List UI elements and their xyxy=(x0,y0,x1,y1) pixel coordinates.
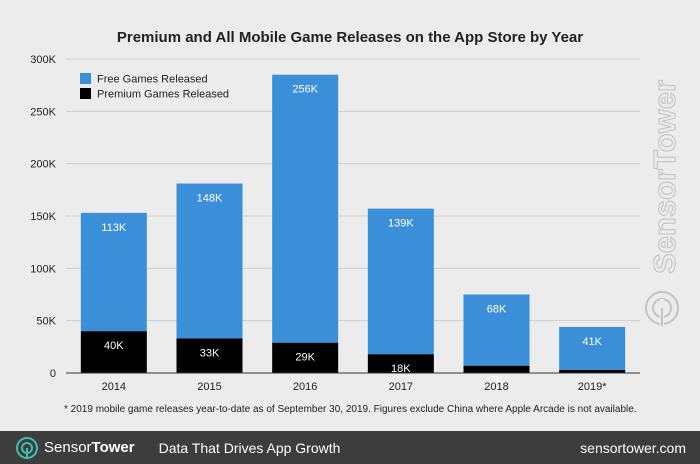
legend-swatch xyxy=(80,88,91,99)
bar-segment xyxy=(367,208,434,355)
bar-segment xyxy=(176,338,243,373)
x-tick-label: 2019* xyxy=(578,381,607,393)
y-tick-label: 300K xyxy=(30,54,56,66)
bar-data-label: 3K xyxy=(585,379,599,391)
footer-tagline: Data That Drives App Growth xyxy=(158,439,341,456)
bar-data-label: 41K xyxy=(582,336,602,348)
y-tick-label: 200K xyxy=(30,159,56,171)
footer-brand-bold: Tower xyxy=(91,439,135,456)
bar-data-label: 33K xyxy=(200,347,220,359)
chart-title: Premium and All Mobile Game Releases on … xyxy=(117,29,583,46)
x-tick-label: 2018 xyxy=(484,381,508,393)
bar-segment xyxy=(272,74,339,343)
x-axis: 2014 2015 2016 2017 2018 2019* xyxy=(66,372,640,393)
sensortower-logo-icon xyxy=(16,436,38,459)
bars: 40K 113K 33K 148K 29K 256K 18K 139K 7K 68K 3K 41K xyxy=(80,74,626,391)
x-tick-label: 2014 xyxy=(102,381,126,393)
bar-segment xyxy=(559,369,626,373)
bar-data-label: 40K xyxy=(104,340,124,352)
footnote: * 2019 mobile game releases year-to-date… xyxy=(64,404,637,415)
watermark-text: SensorTower xyxy=(647,80,682,274)
bar-data-label: 29K xyxy=(295,352,315,364)
bar-data-label: 18K xyxy=(391,363,411,375)
bar-segment xyxy=(80,331,147,373)
legend-label: Free Games Released xyxy=(97,74,208,86)
y-axis: 0 50K 100K 150K 200K 250K 300K xyxy=(30,54,56,380)
footer-bar: SensorTower Data That Drives App Growth … xyxy=(0,431,700,464)
bar-segment xyxy=(559,326,626,370)
bar-segment xyxy=(367,354,434,373)
bar-data-label: 148K xyxy=(197,193,223,205)
bar-data-label: 113K xyxy=(101,222,127,234)
bar-data-label: 68K xyxy=(487,304,507,316)
x-tick-label: 2016 xyxy=(293,381,317,393)
footer-logo: SensorTower xyxy=(16,436,135,459)
bar-segment xyxy=(463,365,530,373)
bar-segment xyxy=(80,212,147,332)
y-tick-label: 100K xyxy=(30,263,56,275)
x-tick-label: 2015 xyxy=(197,381,221,393)
bar-segment xyxy=(463,294,530,366)
sensortower-watermark-icon: SensorTower xyxy=(645,79,683,326)
legend-swatch xyxy=(80,73,91,84)
footer-brand-light: Sensor xyxy=(44,439,92,456)
footer-site-link[interactable]: sensortower.com xyxy=(580,439,686,456)
footer-brand: SensorTower xyxy=(44,439,135,456)
legend: Free Games Released Premium Games Release… xyxy=(80,73,229,101)
bar-data-label: 7K xyxy=(490,375,504,387)
bar-segment xyxy=(272,342,339,373)
bar-data-label: 256K xyxy=(292,84,318,96)
y-tick-label: 250K xyxy=(30,106,56,118)
x-tick-label: 2017 xyxy=(389,381,413,393)
chart: Premium and All Mobile Game Releases on … xyxy=(30,29,683,415)
y-tick-label: 50K xyxy=(36,316,56,328)
bar-segment xyxy=(176,183,243,339)
bar-data-label: 139K xyxy=(388,218,414,230)
legend-label: Premium Games Released xyxy=(97,89,229,101)
y-tick-label: 150K xyxy=(30,211,56,223)
y-tick-label: 0 xyxy=(50,368,56,380)
grid xyxy=(66,58,640,322)
